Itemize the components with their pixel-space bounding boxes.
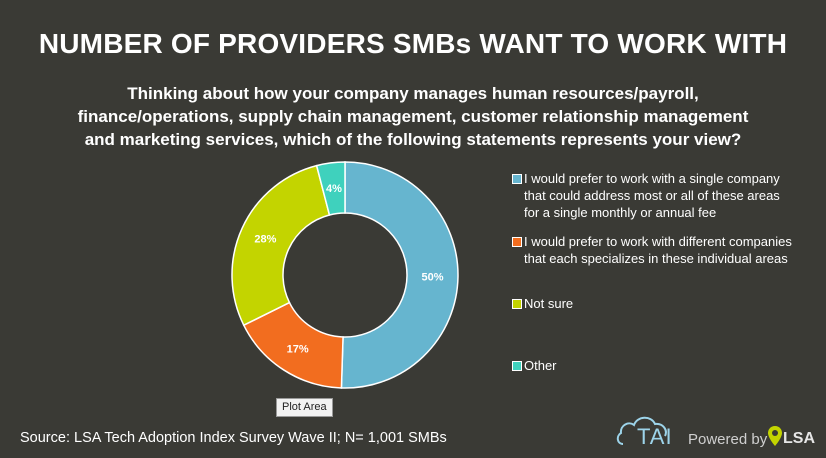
brand-tai: TAI [637, 424, 673, 449]
brand-powered-by: Powered by [688, 431, 768, 448]
donut-slice-0[interactable] [340, 161, 459, 389]
chart-subtitle: Thinking about how your company manages … [77, 84, 749, 149]
brand-lsa: LSA [783, 430, 815, 447]
chart-title: NUMBER OF PROVIDERS SMBs WANT TO WORK WI… [38, 28, 788, 59]
donut-data-label-1: 17% [287, 344, 309, 356]
brand-logo: TAI Powered by LSA [615, 410, 820, 450]
legend-label: I would prefer to work with different co… [524, 234, 792, 266]
legend-label: Not sure [524, 296, 574, 311]
donut-slice-2[interactable] [231, 164, 331, 327]
legend-swatch [512, 237, 522, 247]
legend-swatch [512, 174, 522, 184]
donut-chart[interactable]: 50% 17% 28% 4% [225, 155, 465, 395]
legend-swatch [512, 299, 522, 309]
location-pin-icon [768, 426, 782, 446]
plot-area-tooltip: Plot Area [276, 398, 333, 417]
legend-label: Other [524, 358, 557, 373]
donut-data-label-0: 50% [421, 271, 443, 283]
cloud-icon [616, 416, 667, 445]
donut-data-label-3: 4% [326, 183, 342, 195]
legend-swatch [512, 361, 522, 371]
donut-data-label-2: 28% [254, 234, 276, 246]
source-note: Source: LSA Tech Adoption Index Survey W… [20, 430, 447, 446]
donut-slice-3[interactable] [315, 161, 346, 216]
legend-label: I would prefer to work with a single com… [524, 171, 780, 220]
